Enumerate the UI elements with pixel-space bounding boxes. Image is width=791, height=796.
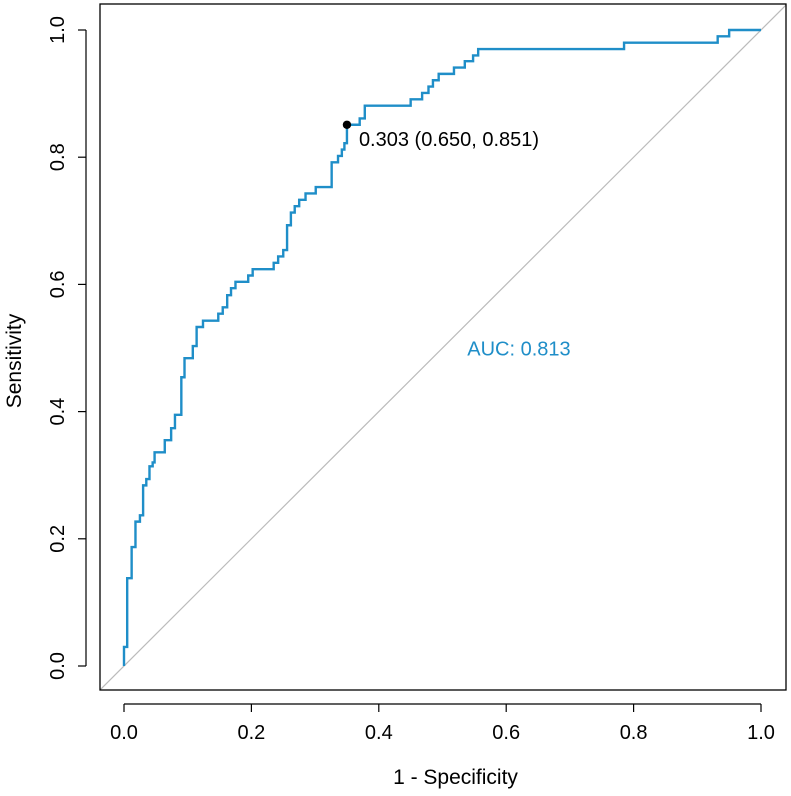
x-axis: 0.0 0.2 0.4 0.6 0.8 1.0 — [110, 703, 775, 744]
x-tick-label: 0.8 — [620, 722, 648, 744]
best-threshold-point — [342, 120, 352, 129]
x-tick-label: 0.2 — [237, 722, 265, 744]
best-threshold-label: 0.303 (0.650, 0.851) — [359, 129, 539, 151]
x-tick-label: 0.6 — [492, 722, 520, 744]
y-tick-label: 0.6 — [47, 270, 69, 298]
x-tick-label: 1.0 — [747, 722, 775, 744]
x-tick-label: 0.0 — [110, 722, 138, 744]
y-tick-label: 0.4 — [47, 398, 69, 426]
plot-border — [99, 3, 787, 691]
x-tick-label: 0.4 — [365, 722, 393, 744]
diagonal-reference-line — [99, 4, 787, 691]
y-tick-label: 0.2 — [47, 525, 69, 553]
auc-label: AUC: 0.813 — [467, 339, 570, 361]
y-axis: 0.0 0.2 0.4 0.6 0.8 1.0 — [47, 16, 87, 680]
x-axis-label: 1 - Specificity — [393, 766, 518, 789]
y-axis-label: Sensitivity — [3, 313, 26, 408]
y-tick-label: 1.0 — [47, 16, 69, 44]
y-tick-label: 0.8 — [47, 143, 69, 171]
y-tick-label: 0.0 — [47, 652, 69, 680]
roc-curve — [122, 28, 761, 666]
